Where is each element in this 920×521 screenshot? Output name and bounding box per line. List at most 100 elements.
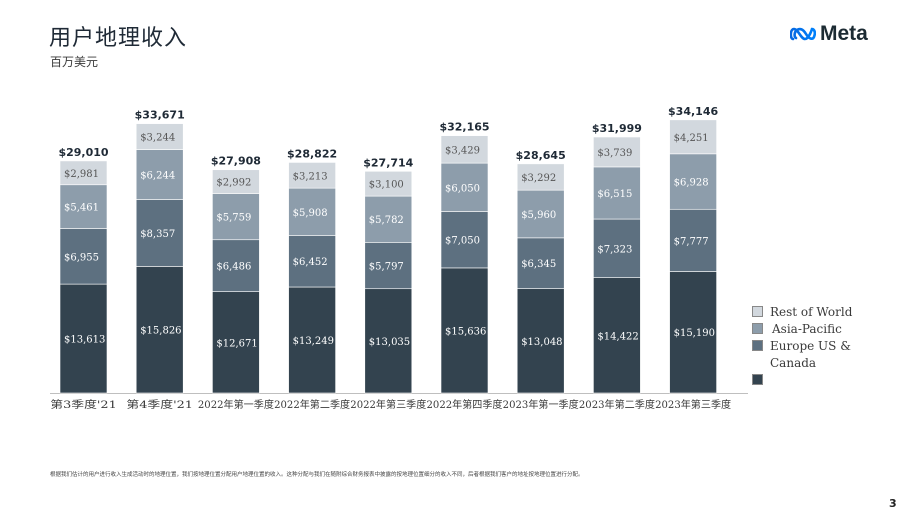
segment-value-label: $6,955 bbox=[64, 252, 99, 263]
bar-segment bbox=[440, 162, 489, 212]
legend-label: Asia-Pacific bbox=[772, 322, 842, 336]
bar-total-label: $28,645 bbox=[516, 149, 566, 162]
bar-segment bbox=[288, 235, 336, 288]
segment-value-label: $4,251 bbox=[674, 133, 709, 144]
legend-swatch bbox=[752, 323, 763, 334]
segment-value-label: $12,671 bbox=[216, 338, 257, 349]
segment-value-label: $5,782 bbox=[369, 215, 404, 226]
bar-segment bbox=[135, 123, 184, 150]
page-title: 用户地理收入 bbox=[49, 26, 188, 51]
bar-segment bbox=[288, 286, 336, 394]
legend-swatch bbox=[752, 374, 763, 385]
x-tick-label: 2022年第二季度 bbox=[274, 398, 350, 411]
bar-total-label: $34,146 bbox=[668, 105, 718, 118]
segment-value-label: $15,636 bbox=[445, 326, 486, 337]
legend-label: Canada bbox=[770, 356, 817, 370]
segment-value-label: $8,357 bbox=[140, 229, 175, 240]
bar-segment bbox=[669, 153, 717, 210]
segment-value-label: $5,797 bbox=[369, 262, 404, 273]
bar-segment bbox=[59, 184, 108, 229]
bar-total-label: $33,671 bbox=[135, 109, 185, 122]
bar-segment bbox=[364, 288, 413, 394]
bar-total-label: $29,010 bbox=[58, 146, 108, 159]
bar-total-label: $27,714 bbox=[363, 156, 413, 169]
segment-value-label: $3,100 bbox=[369, 180, 404, 191]
bar-segment bbox=[212, 169, 260, 194]
segment-value-label: $6,515 bbox=[597, 189, 632, 200]
segment-value-label: $7,777 bbox=[674, 236, 709, 247]
x-tick-label: 2022年第一季度 bbox=[198, 398, 274, 411]
segment-value-label: $13,035 bbox=[369, 337, 410, 348]
segment-value-label: $6,244 bbox=[140, 171, 175, 182]
bar-total-label: $32,165 bbox=[439, 121, 489, 134]
bar-total-label: $31,999 bbox=[592, 122, 642, 135]
segment-value-label: $5,908 bbox=[293, 208, 328, 219]
x-tick-label: 2023年第三季度 bbox=[655, 398, 731, 411]
bar-total-label: $28,822 bbox=[287, 147, 337, 160]
bar-segment bbox=[516, 163, 565, 191]
segment-value-label: $5,461 bbox=[64, 203, 99, 214]
bar-segment bbox=[364, 242, 413, 290]
bar-segment bbox=[364, 170, 413, 197]
meta-infinity-icon bbox=[790, 27, 816, 41]
bar-segment bbox=[440, 135, 489, 164]
segment-value-label: $13,613 bbox=[64, 335, 105, 346]
segment-value-label: $6,345 bbox=[521, 259, 556, 270]
segment-value-label: $5,759 bbox=[216, 213, 251, 224]
segment-value-label: $2,981 bbox=[64, 169, 99, 180]
legend-item-europe-us: Europe US & bbox=[752, 337, 872, 353]
x-tick-label: 2023年第一季度 bbox=[503, 398, 579, 411]
segment-value-label: $3,213 bbox=[293, 171, 328, 182]
segment-value-label: $3,244 bbox=[140, 133, 175, 144]
bar-segment bbox=[135, 199, 184, 267]
bar-segment bbox=[212, 193, 260, 241]
bar-segment bbox=[440, 211, 489, 269]
bar-segment bbox=[212, 239, 260, 292]
page-number: 3 bbox=[889, 497, 897, 510]
segment-value-label: $13,249 bbox=[293, 336, 334, 347]
segment-value-label: $13,048 bbox=[521, 337, 562, 348]
bar-segment bbox=[59, 283, 108, 394]
bar-segment bbox=[669, 119, 717, 155]
footnote: 根据我们估计的用户进行收入生成活动时的地理位置，我们按地理位置分配用户地理位置的… bbox=[50, 472, 584, 478]
segment-value-label: $15,190 bbox=[674, 328, 715, 339]
x-tick-label: 2022年第四季度 bbox=[427, 398, 503, 411]
segment-value-label: $7,323 bbox=[597, 244, 632, 255]
bar-segment bbox=[516, 237, 565, 289]
bar-segment bbox=[59, 160, 108, 186]
segment-value-label: $15,826 bbox=[140, 326, 181, 337]
bar-segment bbox=[440, 267, 489, 394]
segment-value-label: $6,050 bbox=[445, 183, 480, 194]
x-tick-label: 第3季度'21 bbox=[50, 398, 117, 411]
segment-value-label: $3,739 bbox=[597, 148, 632, 159]
bar-segment bbox=[593, 218, 641, 278]
segment-value-label: $6,486 bbox=[216, 262, 251, 273]
segment-value-label: $7,050 bbox=[445, 236, 480, 247]
bar-segment bbox=[212, 291, 260, 394]
segment-value-label: $2,992 bbox=[216, 178, 251, 189]
bar-segment bbox=[59, 228, 108, 285]
logo-text: Meta bbox=[820, 22, 868, 45]
meta-logo: Meta bbox=[790, 22, 868, 46]
segment-value-label: $3,292 bbox=[521, 173, 556, 184]
bar-segment bbox=[669, 271, 717, 394]
x-tick-label: 第4季度'21 bbox=[126, 398, 193, 411]
segment-value-label: $5,960 bbox=[521, 210, 556, 221]
x-tick-label: 2023年第二季度 bbox=[579, 398, 655, 411]
bar-segment bbox=[593, 136, 641, 168]
legend-item-asia-pacific: Asia-Pacific bbox=[752, 320, 872, 336]
legend-item-canada: Canada bbox=[752, 354, 872, 385]
bar-segment bbox=[593, 166, 641, 220]
bar-segment bbox=[516, 288, 565, 394]
legend-label: Europe US & bbox=[770, 339, 851, 353]
bar-segment bbox=[288, 162, 336, 189]
bar-total-label: $27,908 bbox=[211, 155, 261, 168]
bar-segment bbox=[516, 189, 565, 239]
bar-segment bbox=[593, 277, 641, 394]
chart-subtitle: 百万美元 bbox=[50, 55, 99, 69]
bar-segment bbox=[135, 149, 184, 200]
chart-legend: Rest of World Asia-Pacific Europe US & C… bbox=[752, 303, 872, 385]
segment-value-label: $14,422 bbox=[597, 331, 638, 342]
segment-value-label: $3,429 bbox=[445, 145, 480, 156]
